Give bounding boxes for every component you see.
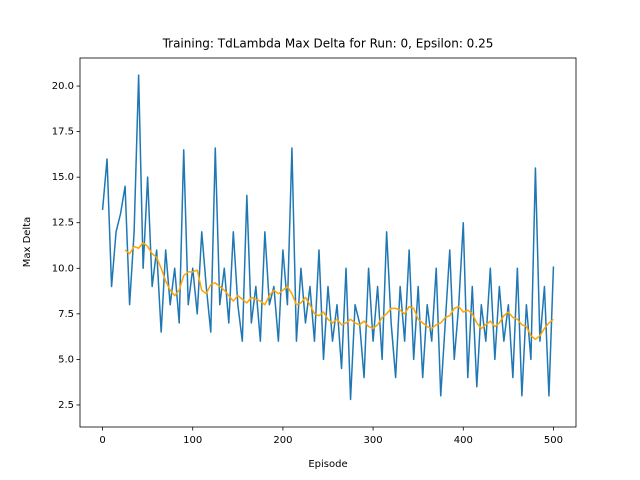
y-tick-label: 17.5 bbox=[52, 127, 74, 138]
chart-title: Training: TdLambda Max Delta for Run: 0,… bbox=[162, 37, 494, 51]
x-tick-label: 500 bbox=[544, 435, 563, 446]
y-tick-label: 15.0 bbox=[52, 172, 74, 183]
y-tick-label: 20.0 bbox=[52, 81, 74, 92]
series-line bbox=[124, 242, 554, 341]
y-tick-label: 10.0 bbox=[52, 263, 74, 274]
series-line bbox=[101, 74, 555, 401]
y-tick-label: 12.5 bbox=[52, 218, 74, 229]
y-tick-label: 5.0 bbox=[58, 354, 74, 365]
y-tick-label: 2.5 bbox=[58, 400, 74, 411]
x-tick-label: 100 bbox=[183, 435, 202, 446]
plot-frame bbox=[79, 57, 577, 428]
x-tick-label: 0 bbox=[99, 435, 105, 446]
x-axis-label: Episode bbox=[308, 459, 347, 470]
x-tick-label: 200 bbox=[273, 435, 292, 446]
y-axis-label: Max Delta bbox=[22, 217, 33, 268]
y-tick-label: 7.5 bbox=[58, 309, 74, 320]
x-tick-label: 400 bbox=[454, 435, 473, 446]
x-tick-label: 300 bbox=[364, 435, 383, 446]
